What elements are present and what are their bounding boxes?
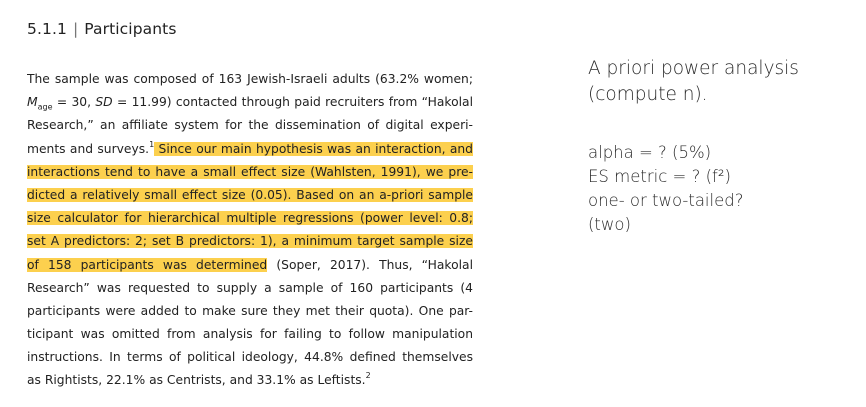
paragraph-line: set A predictors: 2; set B predictors: 1…: [27, 230, 473, 253]
paragraph-text: (Soper, 2017). Thus, “Hakolal: [267, 257, 473, 272]
paragraph-line: dicted a relatively small effect size (0…: [27, 184, 473, 207]
section-heading: 5.1.1 | Participants: [27, 20, 177, 38]
handwritten-notes: A priori power analysis (compute n). alp…: [588, 56, 858, 237]
highlighted-text: interactions tend to have a small effect…: [27, 164, 473, 179]
paragraph-text: instructions. In terms of political ideo…: [27, 350, 473, 365]
highlighted-text: dicted a relatively small effect size (0…: [27, 187, 473, 202]
paragraph-line: Research,” an affiliate system for the d…: [27, 114, 473, 137]
notes-item-alpha: alpha = ? (5%): [588, 143, 712, 162]
paragraph-text: M: [27, 95, 38, 110]
highlighted-text: of 158 participants was determined: [27, 257, 268, 272]
highlighted-text: set A predictors: 2; set B predictors: 1…: [27, 234, 473, 249]
paragraph-line: instructions. In terms of political ideo…: [27, 346, 473, 369]
paragraph-text: = 11.99) contacted through paid recruite…: [112, 95, 473, 110]
paragraph-text: SD: [95, 95, 113, 110]
section-title: Participants: [84, 20, 177, 38]
highlighted-text: Since our main hypothesis was an interac…: [154, 141, 473, 156]
highlighted-text: size calculator for hierarchical multipl…: [27, 211, 473, 226]
footnote-marker: 1: [149, 139, 155, 149]
paragraph-text: Research” was requested to supply a samp…: [27, 280, 473, 295]
paragraph-text: The sample was composed of 163 Jewish-Is…: [27, 72, 473, 86]
notes-item-answer: (two): [588, 215, 631, 234]
section-separator: |: [72, 20, 79, 38]
paragraph-line: interactions tend to have a small effect…: [27, 161, 473, 184]
paragraph-text: ments and surveys.: [27, 141, 150, 156]
paragraph-line: as Rightists, 22.1% as Centrists, and 33…: [27, 369, 473, 392]
section-number: 5.1.1: [27, 20, 67, 38]
paragraph-line: ments and surveys.1 Since our main hypot…: [27, 138, 473, 161]
paragraph-line: of 158 participants was determined (Sope…: [27, 254, 473, 277]
paragraph-text: participants were added to make sure the…: [27, 303, 473, 318]
paragraph-text: as Rightists, 22.1% as Centrists, and 33…: [27, 373, 366, 388]
paragraph-text: ticipant was omitted from analysis for f…: [27, 327, 473, 342]
notes-item-es-metric: ES metric = ? (f²): [588, 167, 731, 186]
notes-item-tails: one- or two-tailed?: [588, 191, 744, 210]
paragraph-line: Mage = 30, SD = 11.99) contacted through…: [27, 91, 473, 114]
paragraph-line: Research” was requested to supply a samp…: [27, 277, 473, 300]
paragraph-line: The sample was composed of 163 Jewish-Is…: [27, 68, 473, 91]
notes-title-line-2: (compute n).: [588, 84, 708, 105]
paragraph-text: age: [37, 102, 53, 112]
participants-paragraph: The sample was composed of 163 Jewish-Is…: [27, 68, 473, 393]
paragraph-text: Research,” an affiliate system for the d…: [27, 118, 473, 133]
paragraph-text: = 30,: [52, 95, 96, 110]
notes-title-line-1: A priori power analysis: [588, 58, 799, 79]
paragraph-line: size calculator for hierarchical multipl…: [27, 207, 473, 230]
paragraph-line: ticipant was omitted from analysis for f…: [27, 323, 473, 346]
paragraph-line: participants were added to make sure the…: [27, 300, 473, 323]
footnote-marker: 2: [365, 371, 371, 381]
